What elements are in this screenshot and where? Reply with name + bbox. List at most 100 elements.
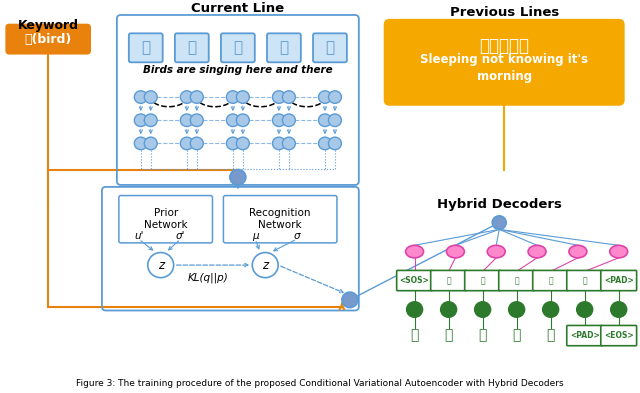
Circle shape [282,91,295,103]
Circle shape [342,292,358,308]
Circle shape [236,114,250,127]
Circle shape [180,91,193,103]
Text: <EOS>: <EOS> [604,331,634,340]
FancyBboxPatch shape [532,270,568,291]
Circle shape [273,91,285,103]
Circle shape [227,91,239,103]
Text: Keyword: Keyword [18,19,79,32]
Text: 处: 处 [444,329,452,343]
FancyBboxPatch shape [431,270,467,291]
Circle shape [134,114,147,127]
Ellipse shape [528,245,546,258]
Circle shape [236,137,250,150]
Text: 鸟: 鸟 [325,40,335,55]
Text: <PAD>: <PAD> [570,331,600,340]
Text: Recognition
Network: Recognition Network [250,208,311,230]
Circle shape [328,91,341,103]
Text: Previous Lines: Previous Lines [449,6,559,19]
FancyBboxPatch shape [267,33,301,62]
FancyBboxPatch shape [567,325,603,346]
FancyBboxPatch shape [465,270,500,291]
Text: <PAD>: <PAD> [604,276,634,285]
Circle shape [180,114,193,127]
Text: 闻: 闻 [479,329,487,343]
FancyBboxPatch shape [397,270,433,291]
FancyBboxPatch shape [5,24,91,55]
Text: Hybrid Decoders: Hybrid Decoders [436,198,562,211]
Text: u': u' [134,231,143,241]
Text: Prior
Network: Prior Network [144,208,188,230]
Circle shape [180,137,193,150]
FancyBboxPatch shape [499,270,534,291]
Text: 鸟(bird): 鸟(bird) [24,33,72,46]
FancyBboxPatch shape [567,270,603,291]
Circle shape [282,114,295,127]
Text: 噌: 噌 [513,329,521,343]
Text: μ: μ [252,231,259,241]
Circle shape [282,137,295,150]
Text: Current Line: Current Line [191,2,284,15]
Circle shape [492,216,506,230]
FancyBboxPatch shape [601,270,637,291]
Ellipse shape [610,245,628,258]
Text: 处: 处 [188,40,196,55]
FancyBboxPatch shape [175,33,209,62]
Text: 处: 处 [480,276,485,285]
Circle shape [227,137,239,150]
Circle shape [406,302,422,317]
Text: 鸟: 鸟 [582,276,587,285]
Circle shape [252,253,278,278]
Circle shape [577,302,593,317]
Circle shape [273,114,285,127]
Circle shape [611,302,627,317]
Text: 闻: 闻 [234,40,243,55]
Text: <SOS>: <SOS> [400,276,429,285]
Ellipse shape [569,245,587,258]
Text: 处: 处 [446,276,451,285]
Circle shape [319,137,332,150]
Text: Sleeping not knowing it's
morning: Sleeping not knowing it's morning [420,53,588,83]
Text: σ': σ' [176,231,186,241]
Circle shape [190,91,204,103]
Circle shape [319,114,332,127]
Circle shape [543,302,559,317]
FancyBboxPatch shape [313,33,347,62]
FancyBboxPatch shape [221,33,255,62]
Circle shape [190,137,204,150]
Circle shape [319,91,332,103]
Text: 闻: 闻 [515,276,519,285]
Ellipse shape [447,245,465,258]
Text: 春眠不觉晓: 春眠不觉晓 [479,37,529,55]
Circle shape [144,137,157,150]
Circle shape [227,114,239,127]
Circle shape [273,137,285,150]
Text: 鸟: 鸟 [547,329,555,343]
FancyBboxPatch shape [129,33,163,62]
Circle shape [144,91,157,103]
Text: z: z [157,259,164,272]
Circle shape [230,169,246,185]
Circle shape [328,137,341,150]
Circle shape [236,91,250,103]
Circle shape [190,114,204,127]
Text: Birds are singing here and there: Birds are singing here and there [143,65,333,75]
Circle shape [134,137,147,150]
Text: z: z [262,259,268,272]
Text: 噌: 噌 [548,276,553,285]
Circle shape [328,114,341,127]
Ellipse shape [487,245,505,258]
Text: 噌: 噌 [279,40,289,55]
Text: σ: σ [294,231,300,241]
Circle shape [134,91,147,103]
FancyBboxPatch shape [384,19,625,106]
Circle shape [441,302,456,317]
Ellipse shape [406,245,424,258]
Text: 处: 处 [410,329,419,343]
Circle shape [509,302,525,317]
Text: 处: 处 [141,40,150,55]
Circle shape [475,302,491,317]
Text: KL(q||p): KL(q||p) [188,273,228,283]
Circle shape [148,253,173,278]
Text: Figure 3: The training procedure of the proposed Conditional Variational Autoenc: Figure 3: The training procedure of the … [76,379,564,388]
Circle shape [144,114,157,127]
